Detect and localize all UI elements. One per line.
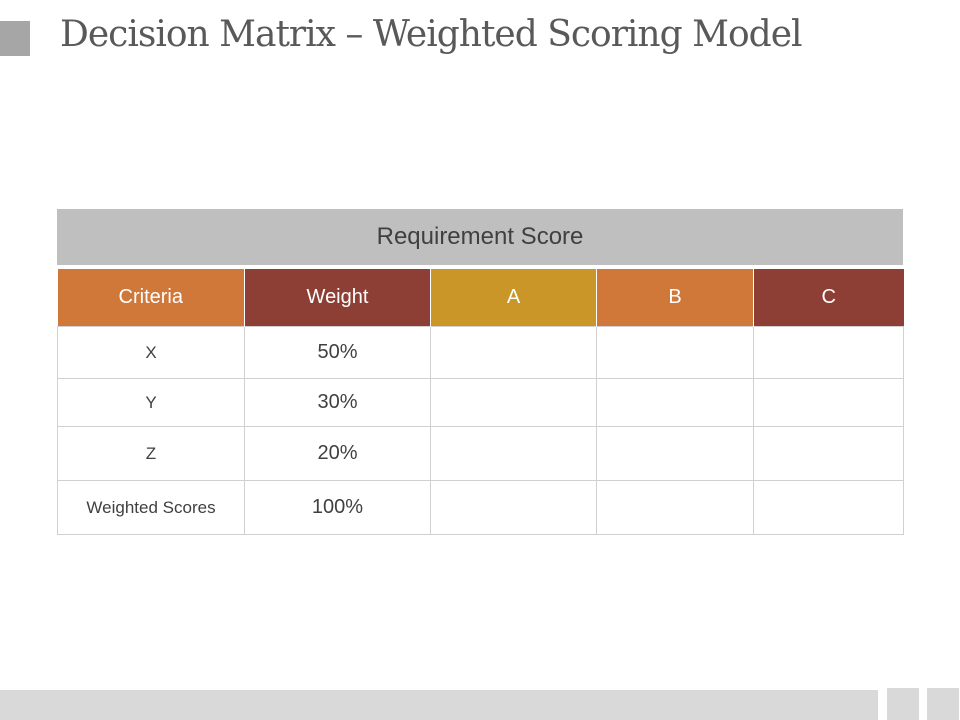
table-row: Y 30%	[57, 378, 904, 427]
score-cell-a	[430, 326, 597, 379]
criteria-cell: Y	[57, 378, 245, 427]
criteria-cell: Z	[57, 426, 245, 481]
slide-title: Decision Matrix – Weighted Scoring Model	[60, 14, 803, 55]
score-cell-a	[430, 480, 597, 535]
score-cell-b	[596, 426, 754, 481]
criteria-cell: X	[57, 326, 245, 379]
score-cell-c	[753, 426, 904, 481]
score-cell-c	[753, 480, 904, 535]
criteria-cell-total: Weighted Scores	[57, 480, 245, 535]
score-cell-b	[596, 480, 754, 535]
decision-matrix: Requirement Score Criteria Weight A B C …	[57, 209, 904, 535]
column-header-weight: Weight	[244, 269, 431, 327]
score-cell-c	[753, 378, 904, 427]
score-cell-a	[430, 378, 597, 427]
table-header-requirement-score: Requirement Score	[57, 209, 903, 269]
score-cell-b	[596, 326, 754, 379]
table-row: Z 20%	[57, 426, 904, 481]
weight-cell: 50%	[244, 326, 431, 379]
title-accent-block	[0, 21, 30, 56]
scoring-table: Criteria Weight A B C X 50% Y 30%	[57, 269, 904, 535]
score-cell-b	[596, 378, 754, 427]
footer-square	[927, 688, 959, 720]
table-row-total: Weighted Scores 100%	[57, 480, 904, 535]
footer-square	[887, 688, 919, 720]
column-header-b: B	[596, 269, 754, 327]
column-header-row: Criteria Weight A B C	[57, 269, 904, 327]
weight-cell-total: 100%	[244, 480, 431, 535]
weight-cell: 30%	[244, 378, 431, 427]
footer-bar	[0, 690, 878, 720]
weight-cell: 20%	[244, 426, 431, 481]
column-header-c: C	[753, 269, 904, 327]
column-header-criteria: Criteria	[57, 269, 245, 327]
column-header-a: A	[430, 269, 597, 327]
score-cell-c	[753, 326, 904, 379]
score-cell-a	[430, 426, 597, 481]
table-row: X 50%	[57, 326, 904, 379]
